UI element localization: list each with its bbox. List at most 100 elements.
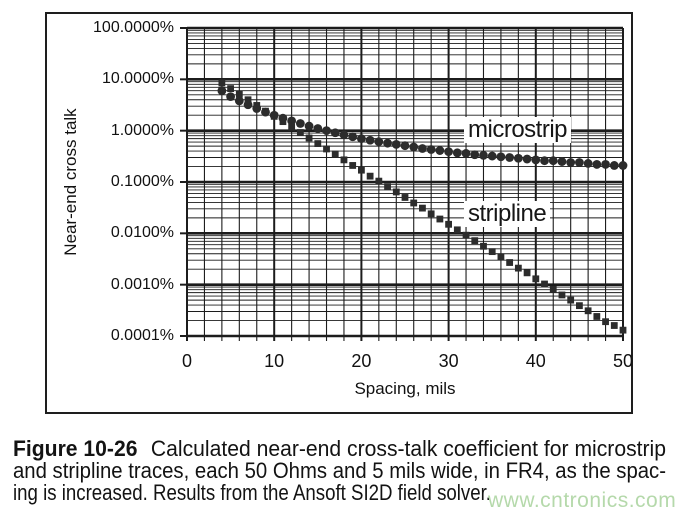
microstrip-point	[531, 155, 541, 165]
stripline-point	[497, 253, 505, 261]
microstrip-point	[330, 128, 340, 138]
x-tick-label: 40	[525, 351, 546, 371]
stripline-point	[593, 313, 601, 320]
y-tick-label: 100.0000%	[93, 19, 174, 36]
y-tick-label: 1.0000%	[110, 121, 174, 139]
microstrip-point	[252, 104, 262, 113]
stripline-point	[506, 259, 514, 266]
stripline-point	[375, 177, 383, 185]
figure-caption: Figure 10-26 Calculated near-end cross-ta…	[13, 438, 673, 504]
microstrip-point	[583, 159, 593, 168]
stripline-point	[567, 296, 575, 304]
microstrip-point	[496, 152, 506, 162]
y-tick-label: 10.0000%	[101, 70, 174, 88]
microstrip-point	[226, 92, 235, 102]
stripline-point	[576, 302, 583, 310]
stripline-point	[314, 140, 322, 147]
microstrip-point	[374, 137, 384, 147]
microstrip-point	[548, 156, 558, 166]
microstrip-point	[575, 158, 584, 167]
microstrip-point	[322, 126, 331, 136]
stripline-point	[392, 188, 400, 196]
figure-10-26-chart: Near-end cross talk 100.0000% 10.0000% 1.0…	[45, 12, 633, 414]
microstrip-point	[618, 161, 628, 170]
caption-line-1: Figure 10-26 Calculated near-end cross-ta…	[13, 436, 666, 461]
y-tick-label: 0.0001%	[110, 327, 174, 344]
microstrip-point	[409, 142, 419, 152]
microstrip-point	[452, 148, 462, 158]
stripline-point	[235, 90, 243, 98]
stripline-point	[619, 326, 627, 334]
microstrip-point	[426, 145, 436, 154]
stripline-point	[471, 237, 479, 245]
stripline-point	[358, 166, 365, 174]
microstrip-point	[487, 151, 497, 161]
microstrip-point	[287, 116, 297, 126]
stripline-point	[305, 134, 313, 142]
stripline-point	[323, 145, 330, 153]
microstrip-point	[557, 157, 567, 166]
stripline-point	[549, 285, 557, 293]
stripline-point	[227, 85, 234, 92]
stripline-point	[602, 318, 609, 326]
stripline-point	[532, 275, 540, 283]
stripline-point	[340, 156, 348, 164]
stripline-series-label: stripline	[464, 201, 551, 227]
y-tick-label: 0.0100%	[110, 224, 174, 242]
microstrip-point	[601, 160, 610, 169]
stripline-point	[349, 162, 357, 169]
y-tick-label: 0.0010%	[110, 275, 174, 293]
microstrip-point	[522, 154, 532, 164]
microstrip-point	[339, 130, 349, 140]
stripline-point	[584, 307, 592, 315]
microstrip-point	[444, 147, 453, 157]
microstrip-point	[470, 150, 480, 160]
microstrip-point	[505, 153, 515, 162]
microstrip-point	[269, 110, 279, 120]
microstrip-point	[278, 113, 288, 123]
stripline-point	[218, 79, 226, 87]
plot-area	[180, 26, 628, 341]
microstrip-point	[304, 121, 314, 131]
caption-line-2: and stripline traces, each 50 Ohms and 5…	[13, 458, 666, 483]
watermark: www.cntronics.com	[488, 489, 677, 512]
stripline-point	[445, 220, 452, 228]
stripline-point	[419, 204, 426, 212]
microstrip-point	[566, 158, 576, 167]
stripline-point	[541, 280, 548, 288]
microstrip-point	[217, 86, 227, 96]
stripline-point	[523, 269, 531, 277]
stripline-point	[453, 226, 461, 234]
microstrip-series-label: microstrip	[464, 117, 572, 143]
microstrip-point	[313, 124, 323, 133]
x-tick-label: 10	[264, 351, 285, 371]
stripline-point	[514, 264, 522, 272]
microstrip-point	[400, 141, 410, 151]
stripline-point	[401, 194, 409, 201]
microstrip-point	[609, 161, 619, 170]
y-tick-label: 0.1000%	[110, 173, 174, 190]
stripline-point	[331, 150, 339, 158]
microstrip-point	[365, 135, 375, 145]
x-tick-label: 30	[438, 351, 459, 371]
x-axis-title: Spacing, mils	[354, 379, 456, 398]
microstrip-point	[261, 107, 270, 117]
microstrip-point	[348, 132, 358, 142]
stripline-point	[610, 322, 618, 329]
stripline-point	[296, 129, 304, 136]
x-tick-label: 20	[351, 351, 372, 371]
caption-line-3: ing is increased. Results from the Ansof…	[13, 480, 491, 505]
stripline-point	[436, 215, 444, 223]
stripline-point	[427, 210, 435, 218]
microstrip-point	[513, 153, 523, 163]
microstrip-point	[295, 119, 305, 128]
stripline-point	[384, 183, 391, 191]
stripline-point	[366, 172, 374, 180]
microstrip-point	[435, 146, 445, 155]
stripline-point	[558, 291, 566, 299]
microstrip-point	[243, 100, 253, 110]
stripline-point	[244, 96, 252, 104]
microstrip-point	[540, 156, 549, 166]
stripline-point	[462, 231, 470, 239]
